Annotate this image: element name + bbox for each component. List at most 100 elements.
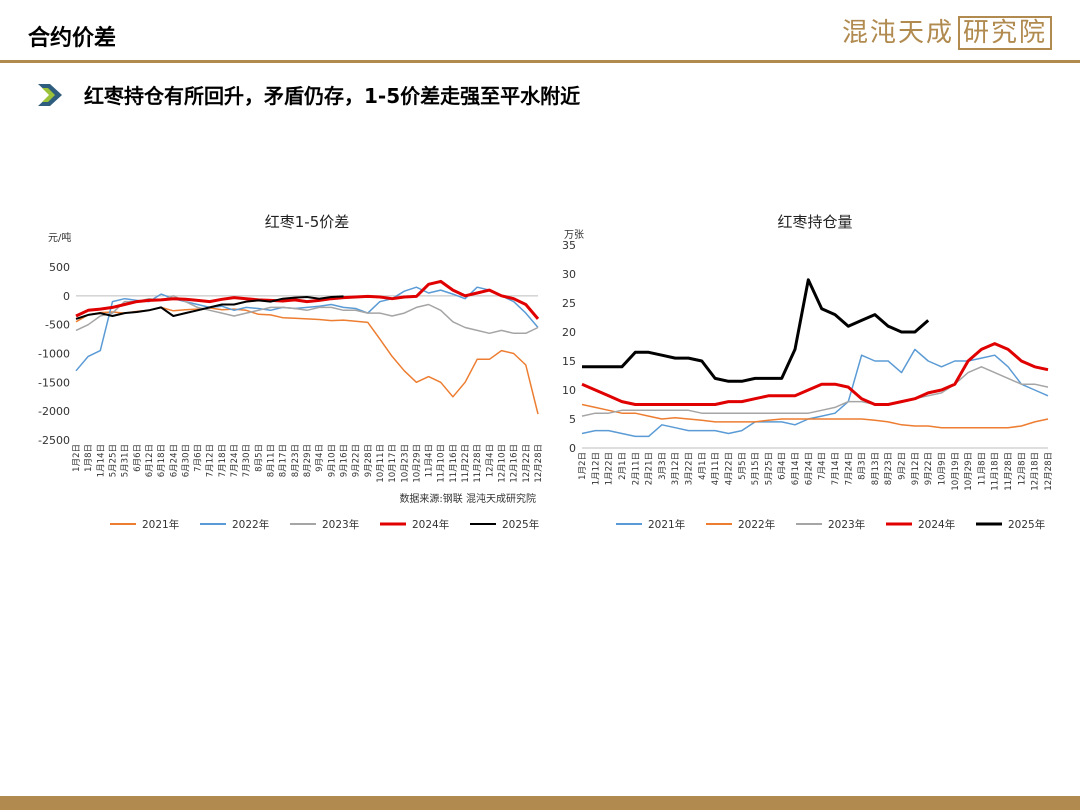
x-tick-label: 8月13日	[871, 452, 881, 485]
y-tick-label: 5	[569, 413, 576, 426]
x-tick-label: 2月21日	[645, 452, 655, 485]
x-tick-label: 11月28日	[1004, 452, 1014, 491]
y-tick-label: -2500	[38, 434, 70, 447]
x-tick-label: 12月4日	[485, 444, 495, 477]
x-tick-label: 1月8日	[84, 444, 94, 472]
legend-label: 2023年	[828, 518, 865, 531]
x-tick-label: 6月6日	[133, 444, 143, 472]
x-tick-label: 10月29日	[412, 444, 422, 483]
x-tick-label: 4月22日	[724, 452, 734, 485]
x-tick-label: 11月8日	[977, 452, 987, 485]
legend-label: 2023年	[322, 518, 359, 531]
x-tick-label: 6月18日	[157, 444, 167, 477]
x-tick-label: 9月22日	[924, 452, 934, 485]
spread-chart: 红枣1-5价差元/吨5000-500-1000-1500-2000-25001月…	[38, 213, 544, 531]
x-tick-label: 6月30日	[181, 444, 191, 477]
x-tick-label: 7月14日	[831, 452, 841, 485]
legend-label: 2025年	[502, 518, 539, 531]
source-annotation: 数据来源:钢联 混沌天成研究院	[399, 492, 536, 505]
x-tick-label: 8月23日	[884, 452, 894, 485]
x-tick-label: 3月3日	[658, 452, 668, 480]
series-line-2021年	[75, 306, 539, 415]
x-tick-label: 8月29日	[303, 444, 313, 477]
x-tick-label: 9月12日	[911, 452, 921, 485]
x-tick-label: 12月16日	[510, 444, 520, 483]
x-tick-label: 11月16日	[449, 444, 459, 483]
x-tick-label: 11月22日	[461, 444, 471, 483]
x-tick-label: 1月12日	[591, 452, 601, 485]
x-tick-label: 8月11日	[267, 444, 277, 477]
x-tick-label: 2月11日	[631, 452, 641, 485]
x-tick-label: 8月3日	[858, 452, 868, 480]
legend-label: 2022年	[738, 518, 775, 531]
slide-subtitle: 红枣持仓有所回升，矛盾仍存，1-5价差走强至平水附近	[84, 84, 581, 108]
series-line-2021年	[581, 348, 1049, 438]
y-tick-label: 0	[63, 290, 70, 303]
x-tick-label: 7月24日	[844, 452, 854, 485]
x-tick-label: 10月9日	[937, 452, 947, 485]
y-axis-label: 万张	[564, 229, 584, 241]
legend-label: 2022年	[232, 518, 269, 531]
x-tick-label: 7月6日	[194, 444, 204, 472]
x-tick-label: 10月29日	[964, 452, 974, 491]
y-tick-label: -500	[45, 319, 70, 332]
x-tick-label: 9月16日	[339, 444, 349, 477]
x-tick-label: 10月23日	[400, 444, 410, 483]
series-line-2025年	[75, 295, 344, 320]
page-title: 合约价差	[28, 26, 117, 51]
x-tick-label: 6月24日	[804, 452, 814, 485]
x-tick-label: 5月25日	[108, 444, 118, 477]
y-tick-label: 10	[562, 384, 576, 397]
y-axis-label: 元/吨	[48, 231, 71, 244]
y-tick-label: 0	[569, 442, 576, 455]
x-tick-label: 5月15日	[751, 452, 761, 485]
x-tick-label: 7月30日	[242, 444, 252, 477]
x-tick-label: 2月1日	[618, 452, 628, 480]
x-tick-label: 9月2日	[898, 452, 908, 480]
x-tick-label: 6月14日	[791, 452, 801, 485]
x-tick-label: 12月10日	[498, 444, 508, 483]
x-tick-label: 6月24日	[169, 444, 179, 477]
x-tick-label: 12月18日	[1031, 452, 1041, 491]
legend-label: 2021年	[142, 518, 179, 531]
series-line-2022年	[581, 403, 1049, 429]
logo-text: 混沌天成	[841, 18, 954, 48]
x-tick-label: 6月4日	[778, 452, 788, 480]
y-tick-label: 15	[562, 355, 576, 368]
header-rule	[0, 60, 1080, 63]
legend-label: 2024年	[412, 518, 449, 531]
y-tick-label: -1500	[38, 376, 70, 389]
x-tick-label: 1月14日	[96, 444, 106, 477]
x-tick-label: 7月24日	[230, 444, 240, 477]
x-tick-label: 1月2日	[72, 444, 82, 472]
x-tick-label: 9月10日	[327, 444, 337, 477]
x-tick-label: 11月18日	[991, 452, 1001, 491]
y-tick-label: 35	[562, 239, 576, 252]
series-line-2024年	[75, 279, 540, 320]
x-tick-label: 9月4日	[315, 444, 325, 472]
x-tick-label: 9月22日	[352, 444, 362, 477]
legend-label: 2021年	[648, 518, 685, 531]
x-tick-label: 8月23日	[291, 444, 301, 477]
x-tick-label: 6月12日	[145, 444, 155, 477]
x-tick-label: 7月18日	[218, 444, 228, 477]
x-tick-label: 11月10日	[437, 444, 447, 483]
series-line-2025年	[582, 278, 930, 383]
x-tick-label: 12月8日	[1017, 452, 1027, 485]
x-tick-label: 11月4日	[425, 444, 435, 477]
x-tick-label: 10月19日	[951, 452, 961, 491]
y-tick-label: -2000	[38, 405, 70, 418]
x-tick-label: 7月4日	[818, 452, 828, 480]
x-tick-label: 11月28日	[473, 444, 483, 483]
x-tick-label: 12月28日	[534, 444, 544, 483]
x-tick-label: 3月12日	[671, 452, 681, 485]
y-tick-label: 25	[562, 297, 576, 310]
logo-boxed-text: 研究院	[957, 16, 1052, 50]
legend-label: 2024年	[918, 518, 955, 531]
x-tick-label: 12月22日	[522, 444, 532, 483]
chart-title: 红枣持仓量	[777, 213, 852, 231]
chart-title: 红枣1-5价差	[265, 213, 350, 231]
x-tick-label: 3月22日	[685, 452, 695, 485]
x-tick-label: 10月17日	[388, 444, 398, 483]
